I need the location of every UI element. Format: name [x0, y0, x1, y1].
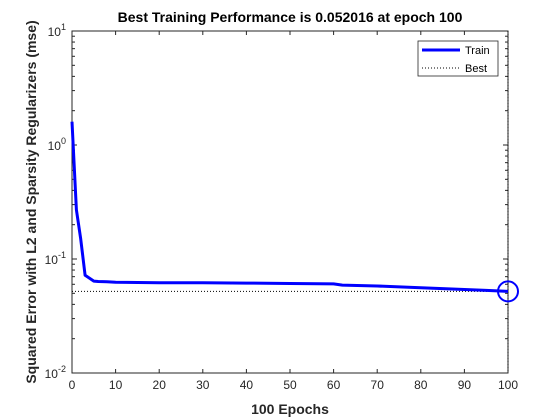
x-tick-label: 70 — [371, 378, 385, 392]
legend-best-label: Best — [465, 63, 487, 75]
plot-area — [71, 30, 509, 374]
y-tick-label: 10-2 — [45, 364, 66, 381]
train-series-line — [70, 121, 509, 293]
x-tick-label: 60 — [327, 378, 341, 392]
x-tick-label: 20 — [153, 378, 167, 392]
x-tick-label: 80 — [414, 378, 428, 392]
x-axis-ticks: 0 10 20 30 40 50 60 70 80 90 100 — [69, 31, 518, 392]
x-tick-label: 0 — [69, 378, 76, 392]
x-tick-label: 30 — [196, 378, 210, 392]
x-tick-label: 100 — [498, 378, 518, 392]
chart-title: Best Training Performance is 0.052016 at… — [118, 9, 463, 25]
y-axis-label: Squared Error with L2 and Sparsity Regul… — [23, 20, 39, 383]
x-tick-label: 50 — [283, 378, 297, 392]
y-axis-ticks: 10-2 10-1 100 101 — [45, 22, 508, 381]
x-axis-label: 100 Epochs — [251, 401, 329, 417]
legend-train-label: Train — [465, 45, 490, 57]
legend-box — [417, 40, 499, 77]
legend: Train Best — [417, 40, 499, 77]
best-point-marker — [497, 280, 519, 303]
x-tick-label: 40 — [240, 378, 254, 392]
x-tick-label: 10 — [109, 378, 123, 392]
x-tick-label: 90 — [458, 378, 472, 392]
y-tick-label: 100 — [48, 136, 66, 153]
y-tick-label: 10-1 — [45, 250, 66, 267]
y-tick-label: 101 — [48, 22, 66, 39]
